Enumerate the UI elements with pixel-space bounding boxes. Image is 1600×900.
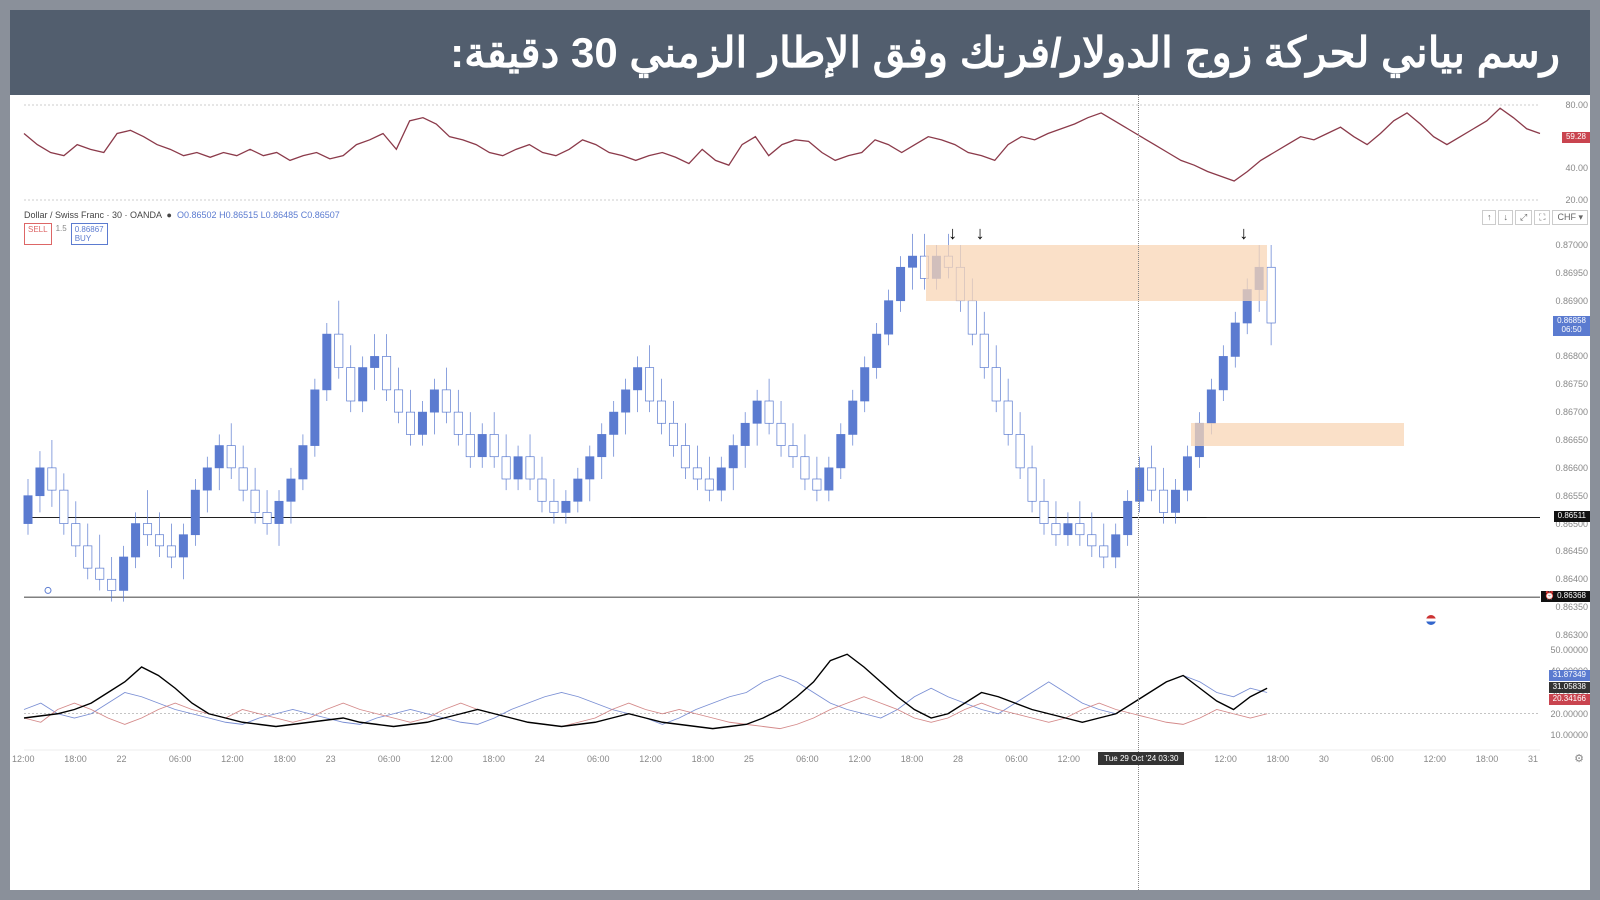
supply-zone — [1191, 423, 1403, 445]
arrow-marker: ↓ — [1239, 223, 1248, 244]
sell-button[interactable]: SELL — [24, 223, 52, 245]
arrow-marker: ↓ — [948, 223, 957, 244]
crosshair — [1138, 95, 1139, 890]
page-title: رسم بياني لحركة زوج الدولار/فرنك وفق الإ… — [10, 10, 1590, 95]
buy-button[interactable]: 0.86867BUY — [71, 223, 108, 245]
fullscreen-icon[interactable]: ⛶ — [1534, 210, 1550, 225]
expand-icon[interactable]: ⤢ — [1515, 210, 1532, 225]
down-icon[interactable]: ↓ — [1498, 210, 1513, 225]
settings-icon[interactable]: ⚙ — [1574, 752, 1584, 765]
arrow-marker: ↓ — [976, 223, 985, 244]
time-badge: Tue 29 Oct '24 03:30 — [1098, 752, 1184, 765]
pair-info: Dollar / Swiss Franc · 30 · OANDA ● O0.8… — [24, 210, 340, 220]
chart-area[interactable]: Dollar / Swiss Franc · 30 · OANDA ● O0.8… — [10, 95, 1590, 890]
currency-toggle[interactable]: CHF ▾ — [1552, 210, 1588, 225]
up-icon[interactable]: ↑ — [1482, 210, 1497, 225]
sell-buy-panel: SELL 1.5 0.86867BUY — [24, 223, 108, 245]
supply-zone — [926, 245, 1267, 301]
chart-toolbar: ↑ ↓ ⤢ ⛶ CHF ▾ — [1482, 210, 1588, 225]
